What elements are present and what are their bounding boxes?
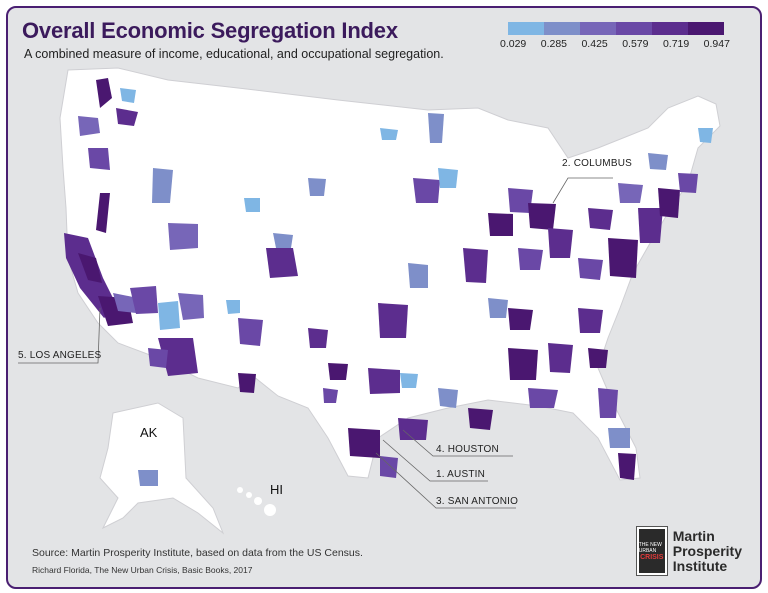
- legend-ticks: 0.029 0.285 0.425 0.579 0.719 0.947: [500, 38, 730, 50]
- source-note: Source: Martin Prosperity Institute, bas…: [32, 547, 363, 559]
- legend-tick: 0.947: [703, 38, 730, 50]
- map-subtitle: A combined measure of income, educationa…: [24, 47, 444, 61]
- book-credit: Richard Florida, The New Urban Crisis, B…: [32, 565, 253, 575]
- callout-columbus: 2. COLUMBUS: [562, 158, 632, 169]
- logo-line: Institute: [672, 557, 728, 574]
- legend-swatch-3: [580, 22, 616, 35]
- legend-tick: 0.579: [622, 38, 649, 50]
- legend-tick: 0.425: [581, 38, 608, 50]
- legend-tick: 0.285: [540, 38, 568, 50]
- mpi-logo: THE NEW URBAN CRISIS Martin Prosperity I…: [635, 526, 742, 576]
- legend-tick: 0.719: [662, 38, 690, 50]
- alaska-label: AK: [140, 425, 158, 440]
- callout-houston: 4. HOUSTON: [436, 444, 499, 455]
- legend-tick: 0.029: [500, 38, 527, 50]
- hawaii-shape: [237, 487, 276, 516]
- callout-leaders: [18, 177, 613, 509]
- legend-swatch-1: [508, 22, 544, 35]
- badge-top-text: THE NEW URBAN: [638, 541, 662, 554]
- callout-los-angeles: 5. LOS ANGELES: [18, 350, 102, 361]
- logo-line: Martin: [672, 527, 715, 544]
- legend-swatches: [508, 22, 730, 35]
- legend-swatch-6: [688, 22, 724, 35]
- hawaii-label: HI: [270, 482, 283, 497]
- legend-swatch-4: [616, 22, 652, 35]
- logo-name: Martin Prosperity Institute: [672, 527, 742, 574]
- legend-swatch-2: [544, 22, 580, 35]
- metro-regions: [64, 78, 713, 486]
- legend-swatch-5: [652, 22, 688, 35]
- map-frame: Overall Economic Segregation Index A com…: [6, 6, 762, 589]
- alaska-shape: [99, 402, 225, 535]
- logo-line: Prosperity: [672, 542, 742, 559]
- book-cover-icon: THE NEW URBAN CRISIS: [635, 526, 668, 576]
- map-title: Overall Economic Segregation Index: [22, 18, 398, 43]
- us-metro-map: [18, 67, 721, 535]
- callout-austin: 1. AUSTIN: [436, 469, 486, 480]
- badge-crisis-text: CRISIS: [640, 553, 664, 561]
- legend: 0.029 0.285 0.425 0.579 0.719 0.947: [500, 22, 730, 50]
- callout-san-antonio: 3. SAN ANTONIO: [436, 496, 519, 507]
